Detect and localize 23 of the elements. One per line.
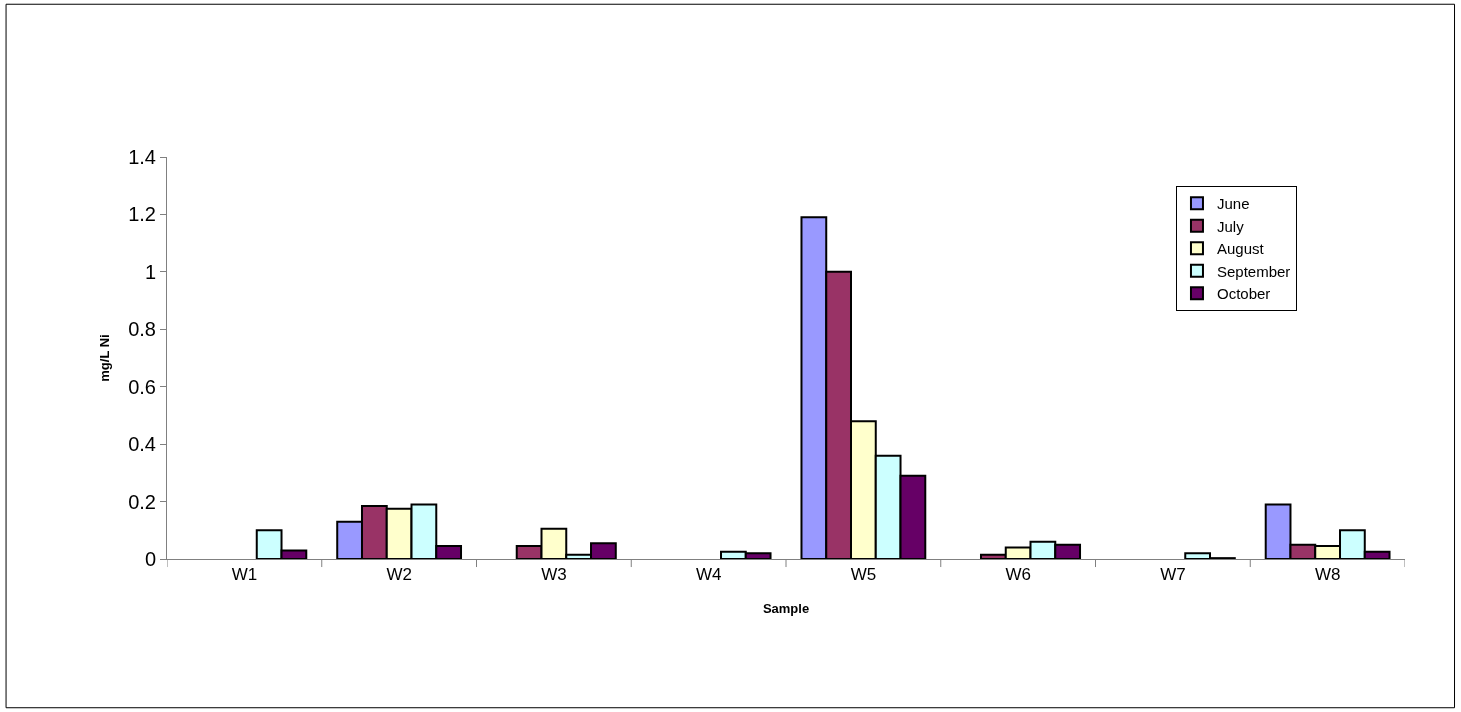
legend-label: September (1216, 262, 1291, 280)
x-tick-label: W1 (231, 565, 258, 585)
legend-label: June (1216, 195, 1250, 213)
legend-label: August (1216, 240, 1265, 258)
x-tick-label: W5 (850, 565, 877, 585)
y-tick-label: 1.2 (128, 203, 156, 226)
y-tick-label: 0 (144, 548, 156, 570)
y-tick-label: 0.8 (128, 318, 156, 341)
x-tick-label: W7 (1160, 565, 1186, 585)
x-tick-label: W3 (541, 565, 567, 585)
x-tick-label: W8 (1314, 565, 1341, 585)
y-tick-label: 0.2 (128, 490, 156, 513)
x-tick-label: W2 (386, 565, 412, 585)
y-tick-label: 0.4 (128, 433, 156, 456)
y-tick-label: 0.6 (128, 375, 156, 398)
y-axis-title: mg/L Ni (97, 334, 113, 382)
y-tick-label: 1 (144, 260, 156, 283)
y-tick-label: 1.4 (128, 146, 156, 168)
x-tick-label: W6 (1005, 565, 1031, 585)
legend-label: October (1216, 285, 1271, 303)
x-tick-label: W4 (695, 565, 722, 585)
legend-label: July (1216, 217, 1245, 235)
x-axis-title: Sample (762, 601, 810, 616)
